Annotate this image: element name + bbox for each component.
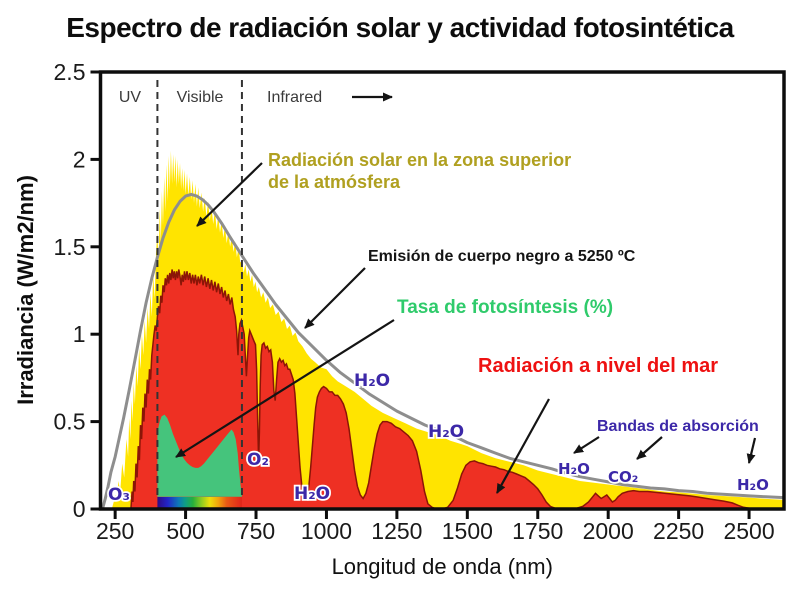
band-h2o-1130: H₂O — [354, 371, 390, 391]
x-tick-label: 750 — [237, 518, 275, 544]
x-tick-label: 2500 — [723, 518, 774, 544]
band-o2: O₂ — [247, 450, 269, 470]
arrow-band-co2 — [636, 436, 663, 460]
x-tick-label: 1000 — [301, 518, 352, 544]
y-tick-label: 0 — [73, 496, 86, 522]
chart-title: Espectro de radiación solar y actividad … — [66, 12, 734, 43]
plot-frame — [98, 70, 786, 511]
y-tick-label: 1.5 — [54, 234, 86, 260]
x-tick-label: 500 — [166, 518, 204, 544]
band-h2o-2500: H₂O — [737, 476, 769, 494]
arrow-sealevel — [496, 398, 550, 494]
area-series-1 — [130, 269, 784, 509]
y-axis-title: Irradiancia (W/m2/nm) — [13, 175, 38, 405]
label-absorption-bands: Bandas de absorción — [597, 418, 759, 435]
arrow-toa — [196, 162, 263, 227]
label-blackbody: Emisión de cuerpo negro a 5250 ºC — [368, 248, 636, 265]
x-tick-label: 1750 — [512, 518, 563, 544]
area-series-1-edge — [130, 269, 784, 509]
arrow-blackbody — [304, 267, 366, 329]
region-infrared: Infrared — [267, 89, 322, 106]
region-uv: UV — [119, 89, 142, 106]
y-tick-label: 1 — [73, 321, 86, 347]
arrow-photosynthesis — [175, 319, 395, 458]
y-tick-label: 2.5 — [54, 59, 86, 85]
visible-spectrum-bar — [157, 497, 242, 509]
arrow-band-h2o-1870 — [573, 436, 600, 454]
y-tick-label: 2 — [73, 146, 86, 172]
region-visible: Visible — [177, 89, 224, 106]
band-co2: CO₂ — [608, 468, 638, 486]
x-tick-label: 1500 — [442, 518, 493, 544]
x-tick-label: 1250 — [371, 518, 422, 544]
area-series-2 — [157, 414, 242, 497]
band-h2o-1400: H₂O — [428, 422, 464, 442]
band-o3: O₃ — [108, 485, 130, 505]
band-h2o-930: H₂O — [294, 484, 330, 504]
blackbody-curve — [101, 192, 784, 509]
band-h2o-1870: H₂O — [558, 460, 590, 478]
x-tick-label: 250 — [96, 518, 134, 544]
x-tick-label: 2250 — [653, 518, 704, 544]
label-toa: Radiación solar en la zona superior de la… — [268, 150, 571, 192]
y-tick-label: 0.5 — [54, 409, 86, 435]
plot-area — [101, 80, 784, 509]
arrow-band-h2o-2500 — [746, 437, 757, 464]
label-photosynthesis: Tasa de fotosíntesis (%) — [397, 297, 613, 318]
x-axis-title: Longitud de onda (nm) — [332, 554, 553, 579]
x-tick-label: 2000 — [583, 518, 634, 544]
label-sealevel: Radiación a nivel del mar — [478, 355, 718, 377]
